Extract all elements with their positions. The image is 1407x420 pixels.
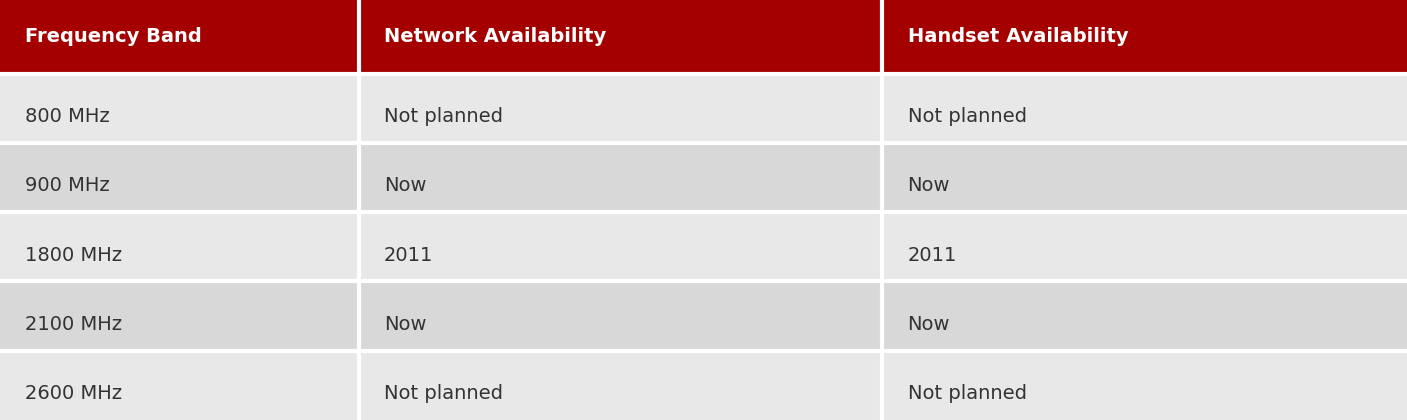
Text: 1800 MHz: 1800 MHz: [25, 246, 122, 265]
Text: Now: Now: [384, 176, 426, 195]
Text: Network Availability: Network Availability: [384, 27, 606, 46]
Text: Not planned: Not planned: [908, 107, 1027, 126]
Bar: [0, 212, 359, 281]
Text: 2011: 2011: [384, 246, 433, 265]
Bar: [882, 351, 1407, 420]
Text: Now: Now: [908, 176, 950, 195]
Text: Handset Availability: Handset Availability: [908, 27, 1128, 46]
Text: Not planned: Not planned: [384, 107, 504, 126]
Text: 2600 MHz: 2600 MHz: [25, 384, 122, 403]
Text: 2100 MHz: 2100 MHz: [25, 315, 122, 334]
Bar: [882, 212, 1407, 281]
Bar: [0, 351, 359, 420]
Bar: [882, 74, 1407, 143]
Bar: [0, 0, 359, 74]
Bar: [359, 351, 882, 420]
Bar: [359, 74, 882, 143]
Bar: [359, 0, 882, 74]
Bar: [359, 143, 882, 212]
Text: 900 MHz: 900 MHz: [25, 176, 110, 195]
Bar: [359, 281, 882, 351]
Text: Now: Now: [908, 315, 950, 334]
Bar: [0, 281, 359, 351]
Text: Not planned: Not planned: [384, 384, 504, 403]
Bar: [882, 281, 1407, 351]
Bar: [359, 212, 882, 281]
Text: Not planned: Not planned: [908, 384, 1027, 403]
Bar: [0, 143, 359, 212]
Text: Now: Now: [384, 315, 426, 334]
Bar: [882, 0, 1407, 74]
Bar: [882, 143, 1407, 212]
Bar: [0, 74, 359, 143]
Text: Frequency Band: Frequency Band: [25, 27, 203, 46]
Text: 2011: 2011: [908, 246, 957, 265]
Text: 800 MHz: 800 MHz: [25, 107, 110, 126]
